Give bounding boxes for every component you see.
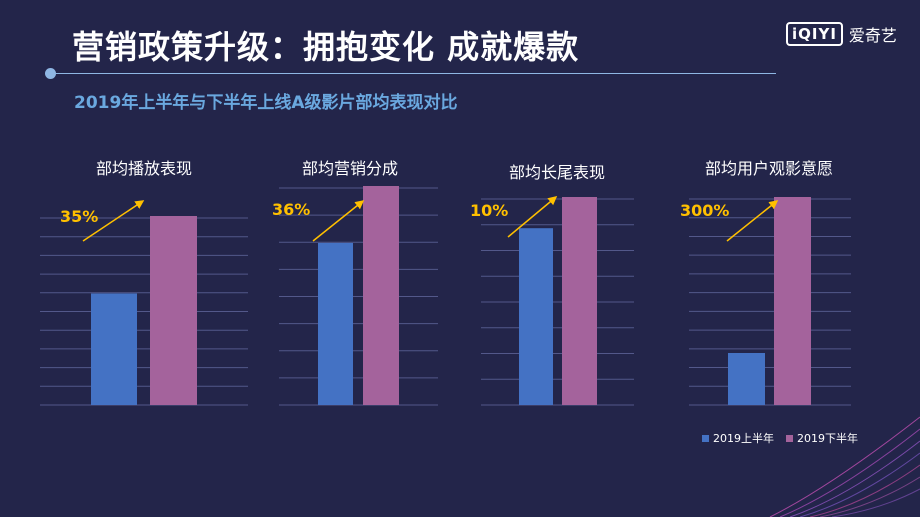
growth-arrow (312, 200, 365, 242)
iqiyi-logo: iQIYI 爱奇艺 (786, 22, 897, 46)
legend-label-h2: 2019下半年 (797, 432, 858, 445)
chart-legend: 2019上半年 2019下半年 (702, 430, 858, 446)
chart-subtitle: 2019年上半年与下半年上线A级影片部均表现对比 (74, 93, 458, 113)
bar-h2 (774, 197, 811, 405)
bar-h2 (363, 186, 399, 405)
legend-item-h1: 2019上半年 (702, 430, 774, 446)
divider-dot (45, 68, 56, 79)
chart-title: 部均营销分成 (302, 159, 398, 178)
chart-title: 部均播放表现 (96, 159, 192, 178)
bar-h1 (318, 242, 353, 405)
chart-title: 部均长尾表现 (509, 163, 605, 182)
growth-label: 300% (680, 201, 729, 220)
growth-label: 35% (60, 207, 98, 226)
growth-arrow (726, 200, 779, 242)
logo-text: 爱奇艺 (848, 26, 897, 45)
chart-2: 部均营销分成 36% (272, 159, 438, 406)
bar-h1 (519, 228, 553, 405)
logo-mark: iQIYI (786, 22, 843, 46)
legend-label-h1: 2019上半年 (713, 432, 774, 445)
bar-h2 (150, 216, 197, 405)
page-title: 营销政策升级：拥抱变化 成就爆款 (72, 28, 580, 66)
decorative-waves (769, 416, 920, 517)
legend-item-h2: 2019下半年 (786, 430, 858, 446)
bar-h1 (91, 293, 137, 405)
bar-h1 (728, 353, 765, 405)
bar-h2 (562, 197, 597, 405)
chart-4: 部均用户观影意愿 300% (680, 159, 851, 406)
growth-arrow (82, 200, 145, 242)
chart-1: 部均播放表现 35% (40, 159, 248, 406)
title-divider (50, 73, 776, 74)
chart-title: 部均用户观影意愿 (705, 159, 833, 178)
growth-arrow (507, 196, 558, 238)
growth-label: 10% (470, 201, 508, 220)
legend-swatch-h2 (786, 434, 793, 442)
growth-label: 36% (272, 200, 310, 219)
legend-swatch-h1 (702, 434, 709, 442)
